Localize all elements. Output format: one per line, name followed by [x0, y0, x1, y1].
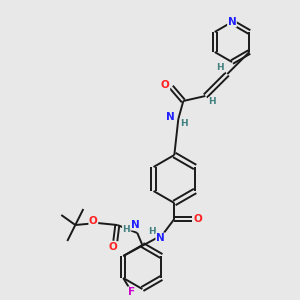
Text: N: N: [228, 17, 236, 27]
Text: H: H: [181, 118, 188, 127]
Text: H: H: [148, 226, 156, 236]
Text: O: O: [109, 242, 118, 252]
Text: N: N: [166, 112, 175, 122]
Text: N: N: [131, 220, 140, 230]
Text: N: N: [156, 233, 165, 243]
Text: O: O: [89, 216, 98, 226]
Text: O: O: [161, 80, 170, 90]
Text: H: H: [208, 98, 216, 106]
Text: O: O: [194, 214, 203, 224]
Text: F: F: [128, 287, 135, 297]
Text: H: H: [217, 64, 224, 73]
Text: H: H: [122, 226, 130, 235]
